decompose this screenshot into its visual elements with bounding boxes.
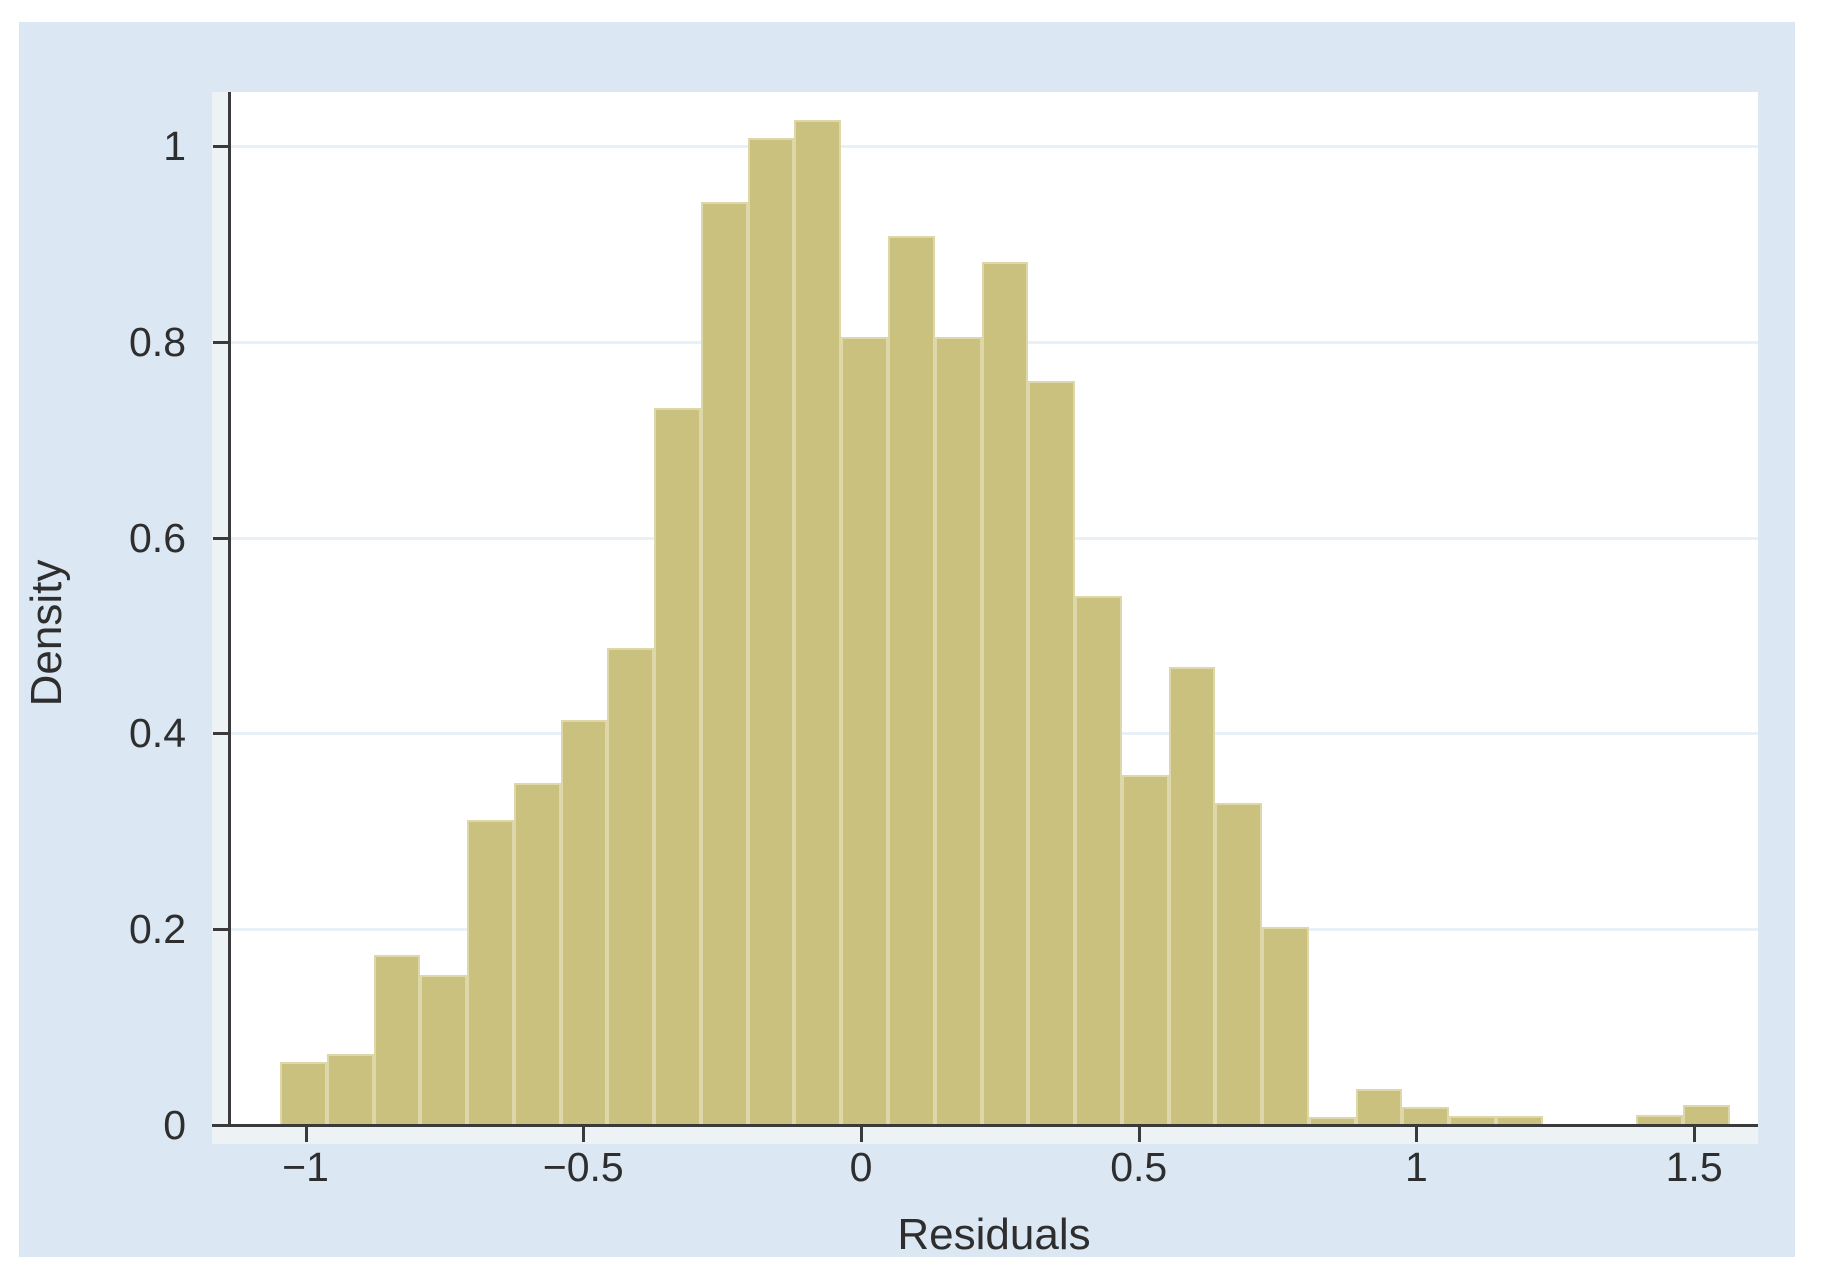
histogram-bar — [887, 235, 935, 1125]
histogram-bar — [1355, 1088, 1403, 1125]
y-tick-0 — [213, 1124, 228, 1127]
y-tick-label: 1 — [163, 122, 186, 169]
y-axis-line — [228, 92, 231, 1127]
x-tick-label: −1 — [282, 1144, 329, 1190]
histogram-bar — [1028, 380, 1076, 1125]
y-tick-label: 0 — [163, 1102, 186, 1148]
histogram-bar — [373, 954, 421, 1125]
x-tick-label: 1 — [1405, 1144, 1428, 1190]
histogram-bar — [1683, 1105, 1730, 1125]
x-tick-strip — [212, 1127, 1758, 1144]
histogram-bar — [1262, 927, 1309, 1125]
y-tick-label: 0.6 — [129, 514, 186, 561]
histogram-bar — [513, 783, 561, 1125]
x-tick-−0.5 — [582, 1127, 586, 1142]
histogram-bar — [1121, 775, 1169, 1125]
y-tick-0.2 — [213, 928, 228, 932]
x-tick-label: 0 — [849, 1144, 873, 1190]
y-tick-0.8 — [213, 340, 228, 344]
y-tick-0.4 — [213, 732, 228, 736]
histogram-bar — [560, 719, 608, 1125]
y-tick-label: 0.8 — [129, 318, 186, 365]
histogram-bar — [981, 262, 1029, 1125]
histogram-bar — [1402, 1107, 1450, 1125]
plot-area — [230, 92, 1758, 1125]
histogram-bar — [654, 408, 701, 1125]
x-tick-1 — [1415, 1127, 1419, 1142]
x-tick-1.5 — [1693, 1127, 1697, 1142]
y-tick-strip — [212, 92, 228, 1127]
histogram-bar — [607, 648, 655, 1125]
histogram-bar — [1215, 802, 1263, 1125]
x-tick-label: 1.5 — [1665, 1144, 1723, 1190]
histogram-bar — [794, 120, 842, 1125]
histogram-bar — [420, 975, 468, 1125]
x-tick-0.5 — [1137, 1127, 1141, 1142]
y-tick-0.6 — [213, 536, 228, 540]
histogram-bar — [1308, 1117, 1356, 1125]
y-tick-1 — [213, 144, 228, 148]
histogram-bar — [279, 1062, 327, 1125]
histogram-bar — [1636, 1115, 1683, 1125]
histogram-bar — [467, 820, 514, 1125]
histogram-bar — [841, 336, 888, 1125]
histogram-bar — [934, 336, 982, 1125]
histogram-bar — [700, 201, 748, 1125]
x-tick-0 — [859, 1127, 863, 1142]
x-axis-line — [212, 1124, 1758, 1127]
gridline-y-1 — [230, 144, 1758, 148]
y-tick-label: 0.4 — [129, 710, 186, 757]
x-tick-−1 — [304, 1127, 308, 1142]
graph-canvas: Residuals Density −1 −0.5 0 0.5 1 1.5 0 0.2 0.4 0… — [19, 22, 1795, 1259]
x-tick-label: 0.5 — [1110, 1144, 1168, 1190]
y-tick-label: 0.2 — [129, 906, 186, 953]
histogram-bar — [1449, 1116, 1496, 1125]
x-axis-title: Residuals — [897, 1210, 1091, 1259]
histogram-bar — [326, 1053, 374, 1125]
x-tick-label: −0.5 — [542, 1144, 624, 1190]
histogram-bar — [1495, 1116, 1543, 1125]
y-axis-title: Density — [22, 559, 71, 707]
histogram-bar — [747, 138, 795, 1125]
histogram-bar — [1168, 666, 1216, 1125]
histogram-bar — [1075, 596, 1122, 1125]
